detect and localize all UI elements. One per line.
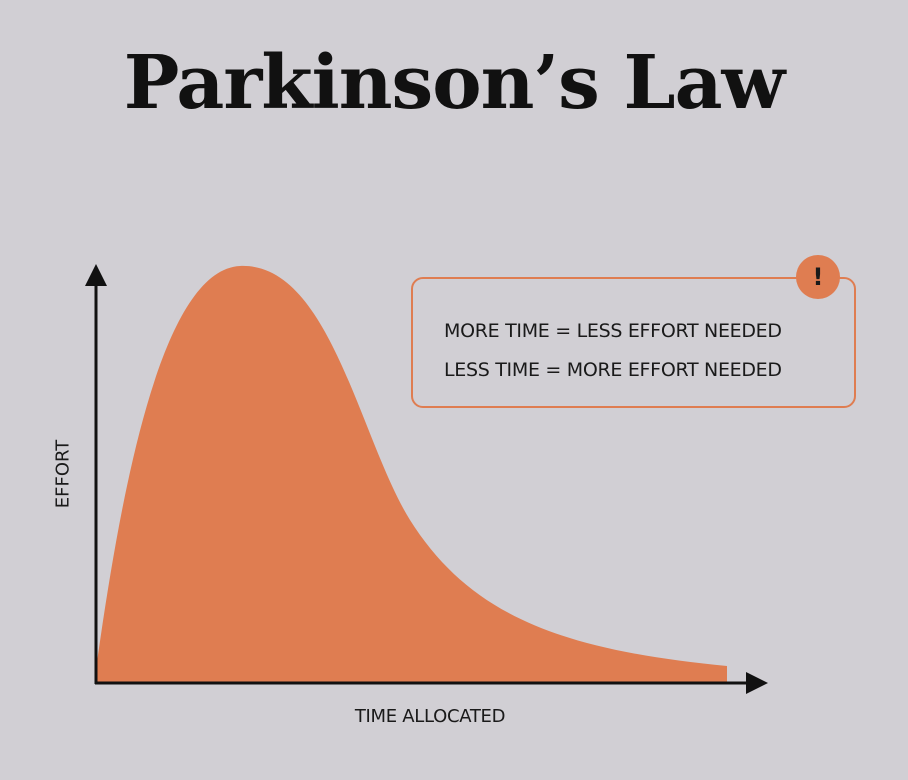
callout-line-more-time: MORE TIME = LESS EFFORT NEEDED xyxy=(444,320,782,342)
y-axis-label: EFFORT xyxy=(52,439,74,509)
effort-curve-area xyxy=(97,265,727,682)
y-axis-arrow-icon xyxy=(85,264,107,286)
exclamation-icon: ! xyxy=(796,255,840,299)
callout-box: MORE TIME = LESS EFFORT NEEDED LESS TIME… xyxy=(411,277,856,408)
x-axis-label: TIME ALLOCATED xyxy=(354,706,506,727)
x-axis-arrow-icon xyxy=(746,672,768,694)
page-title: Parkinson’s Law xyxy=(123,40,785,126)
callout-line-less-time: LESS TIME = MORE EFFORT NEEDED xyxy=(444,359,782,381)
